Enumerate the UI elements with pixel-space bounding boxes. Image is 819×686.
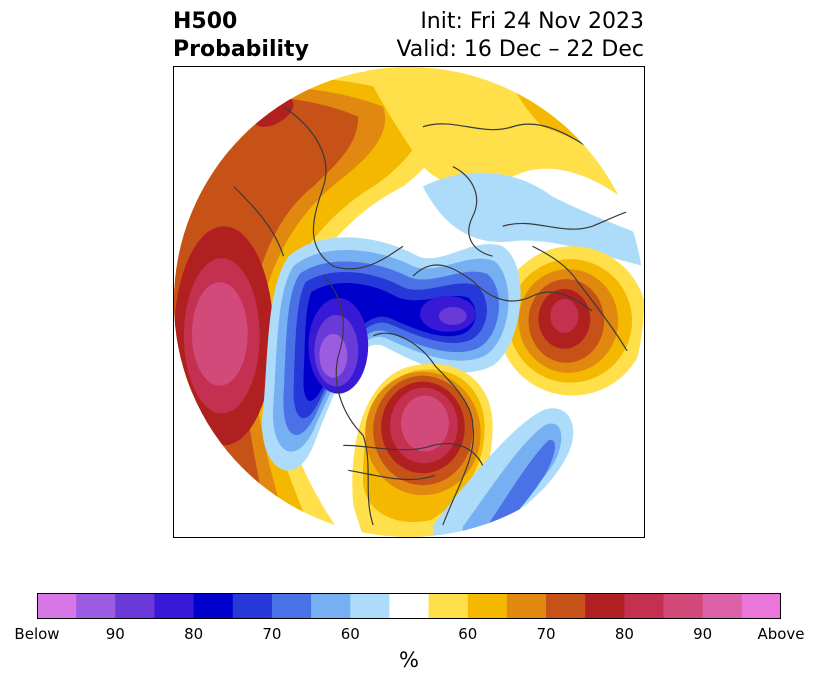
colorbar-segment — [741, 593, 781, 619]
title-field: Probability — [173, 37, 309, 62]
title-variable: H500 — [173, 9, 238, 34]
colorbar-tick-label: 70 — [536, 625, 556, 643]
colorbar-segment — [389, 593, 430, 619]
colorbar-tick-label: 60 — [458, 625, 478, 643]
cold-anomaly-europe — [422, 172, 644, 267]
colorbar-segment — [115, 593, 155, 619]
warm-anomaly-west — [174, 67, 452, 537]
cold-anomaly-atlantic — [432, 408, 574, 537]
colorbar-segment — [271, 593, 312, 619]
colorbar-segment — [585, 593, 625, 619]
colorbar-segment — [702, 593, 743, 619]
colorbar-tick-label: 60 — [340, 625, 360, 643]
colorbar-tick-label: Above — [757, 625, 805, 643]
warm-anomaly-america — [352, 363, 493, 537]
chart-title-left: H500 Probability — [173, 8, 309, 64]
colorbar-tick-label: 80 — [184, 625, 204, 643]
colorbar-tick-label: 70 — [262, 625, 282, 643]
cold-anomaly-arctic — [262, 237, 521, 471]
probability-map — [173, 66, 645, 538]
colorbar-segment — [428, 593, 469, 619]
colorbar-segment — [154, 593, 195, 619]
colorbar-segment — [350, 593, 390, 619]
colorbar-tick-label: 90 — [693, 625, 713, 643]
title-valid: Valid: 16 Dec – 22 Dec — [396, 37, 644, 62]
colorbar-segment — [193, 593, 234, 619]
colorbar-segment — [467, 593, 508, 619]
colorbar-tick-label: 90 — [105, 625, 125, 643]
colorbar-segment — [546, 593, 586, 619]
colorbar-segment — [624, 593, 665, 619]
colorbar-label: % — [399, 648, 419, 672]
warm-anomaly-east — [497, 246, 644, 396]
title-init: Init: Fri 24 Nov 2023 — [420, 9, 644, 34]
colorbar-tick-label: Below — [14, 625, 60, 643]
chart-title-right: Init: Fri 24 Nov 2023 Valid: 16 Dec – 22… — [396, 8, 644, 64]
colorbar-segment — [76, 593, 116, 619]
colorbar — [37, 593, 781, 619]
colorbar-segment — [311, 593, 351, 619]
colorbar-tick-label: 80 — [614, 625, 634, 643]
colorbar-segment — [506, 593, 547, 619]
colorbar-segment — [663, 593, 704, 619]
colorbar-segment — [232, 593, 273, 619]
coastlines — [233, 106, 644, 526]
colorbar-segment — [37, 593, 77, 619]
